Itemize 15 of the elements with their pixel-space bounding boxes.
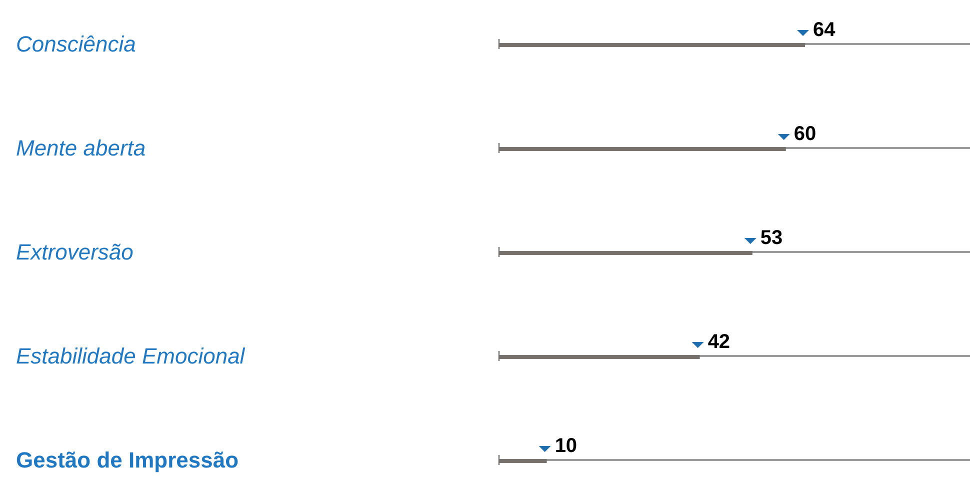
y-tick-label: Gestão de Impressão — [16, 448, 239, 473]
bar — [499, 459, 547, 463]
data-label: 10 — [554, 435, 578, 457]
y-tick-label: Extroversão — [16, 240, 134, 265]
bar — [499, 355, 700, 359]
data-label: 42 — [708, 331, 730, 353]
bar — [499, 251, 752, 255]
y-tick-label: Mente aberta — [16, 136, 146, 161]
bar — [499, 43, 805, 47]
y-tick-label: Consciência — [16, 32, 136, 57]
data-label: 53 — [760, 227, 783, 249]
y-tick-label: Estabilidade Emocional — [16, 344, 246, 369]
bar — [499, 147, 786, 151]
data-label: 60 — [794, 123, 816, 145]
data-label: 64 — [813, 19, 836, 41]
